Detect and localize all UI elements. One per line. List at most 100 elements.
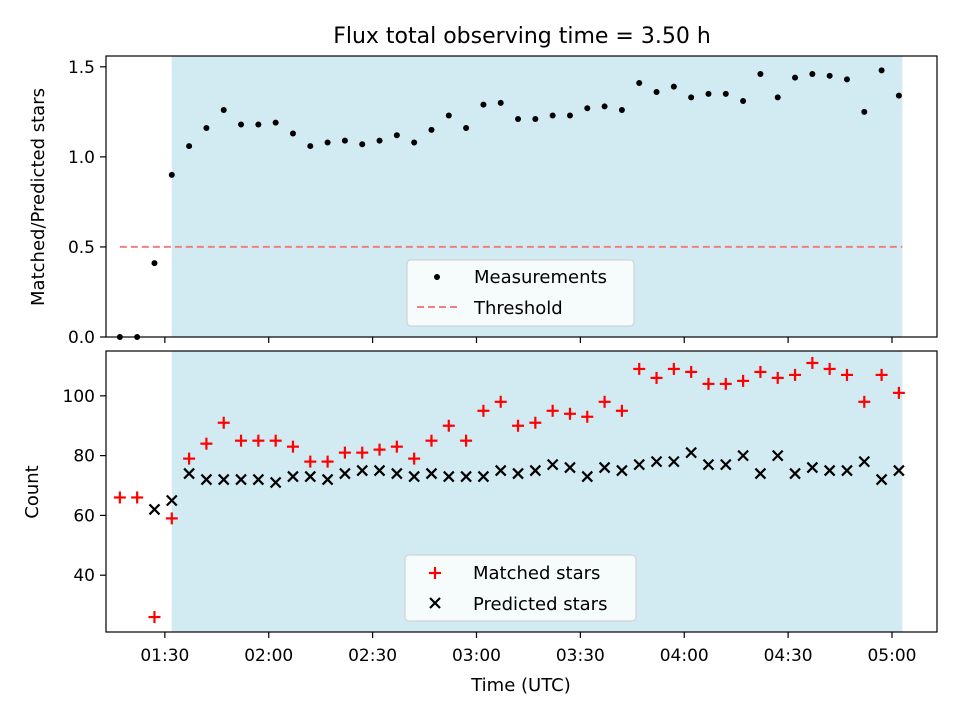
predicted-point — [443, 470, 455, 483]
matched-point — [442, 419, 455, 432]
predicted-point — [685, 446, 697, 459]
y-tick-label: 1.5 — [68, 58, 95, 78]
matched-point — [390, 440, 403, 453]
measurement-point — [601, 103, 608, 110]
measurement-point — [757, 71, 764, 78]
legend-marker-measurements — [434, 274, 440, 280]
matched-point — [633, 362, 646, 375]
measurement-point — [480, 101, 487, 108]
y-tick-label: 100 — [63, 387, 95, 407]
matched-point — [286, 440, 299, 453]
y-tick-label: 1.0 — [68, 148, 95, 168]
predicted-point — [235, 473, 247, 486]
matched-point — [477, 404, 490, 417]
predicted-point — [841, 464, 853, 477]
predicted-point — [771, 449, 784, 462]
x-tick-label: 03:00 — [452, 646, 501, 666]
matched-point — [165, 512, 178, 525]
measurement-point — [843, 76, 850, 83]
matched-point — [269, 434, 282, 447]
matched-point — [338, 446, 351, 459]
top-panel-ratio: 0.0 0.5 1.0 1.5 Matched/Predicted stars Mea… — [28, 55, 938, 348]
matched-point — [650, 371, 663, 384]
predicted-point — [460, 470, 472, 483]
matched-point — [460, 434, 473, 447]
predicted-point — [408, 470, 420, 483]
matched-point — [737, 374, 750, 387]
x-tick-label: 04:30 — [764, 646, 813, 666]
measurement-point — [272, 119, 279, 126]
measurement-point — [255, 121, 262, 128]
predicted-point — [823, 464, 836, 477]
predicted-point — [373, 464, 386, 477]
matched-point — [858, 395, 871, 408]
predicted-point — [477, 470, 490, 483]
predicted-point — [546, 458, 559, 471]
matched-point — [615, 404, 628, 417]
predicted-point — [598, 461, 611, 474]
measurement-point — [636, 80, 643, 87]
matched-point — [217, 416, 230, 429]
predicted-point — [287, 470, 299, 483]
x-tick-label: 02:30 — [348, 646, 397, 666]
measurement-point — [220, 107, 227, 114]
x-tick-label: 01:30 — [140, 646, 189, 666]
predicted-point — [616, 464, 628, 477]
measurement-point — [151, 260, 158, 267]
measurement-point — [670, 83, 677, 90]
matched-point — [494, 395, 507, 408]
measurement-point — [411, 139, 418, 146]
legend-top: Measurements Threshold — [406, 259, 635, 327]
matched-point — [823, 362, 836, 375]
matched-point — [252, 434, 265, 447]
legend-box — [404, 554, 637, 622]
matched-point — [183, 452, 196, 465]
legend-label-predicted: Predicted stars — [473, 594, 607, 615]
predicted-point — [321, 473, 334, 486]
measurement-point — [618, 107, 625, 114]
matched-point — [702, 377, 715, 390]
matched-point — [563, 407, 576, 420]
measurement-point — [324, 139, 331, 146]
measurement-point — [826, 72, 833, 79]
matched-point — [408, 452, 421, 465]
predicted-point — [754, 467, 767, 480]
legend-bottom: Matched stars Predicted stars — [404, 554, 637, 622]
y-axis-label: Count — [22, 465, 43, 518]
matched-point — [321, 455, 334, 468]
matched-point — [806, 356, 819, 369]
predicted-point — [183, 467, 195, 480]
predicted-point — [720, 458, 732, 471]
plot-frame — [105, 55, 938, 338]
y-axis-label: Matched/Predicted stars — [28, 88, 49, 306]
predicted-point — [789, 467, 801, 480]
matched-point — [529, 416, 542, 429]
matched-point — [840, 368, 853, 381]
predicted-point — [893, 464, 905, 477]
matched-point — [667, 362, 680, 375]
bottom-panel-counts: 40 60 80 100 01:30 02:00 02:30 03:00 03:30 04:00 0… — [22, 350, 938, 696]
plot-frame — [105, 350, 938, 633]
measurement-point — [238, 121, 245, 128]
x-axis-label: Time (UTC) — [470, 675, 571, 696]
predicted-point — [633, 458, 646, 471]
predicted-point — [148, 503, 161, 516]
measurement-point — [463, 125, 470, 132]
predicted-point — [875, 473, 888, 486]
predicted-point — [858, 455, 871, 468]
x-tick-label: 04:00 — [660, 646, 709, 666]
matched-point — [425, 434, 438, 447]
measurement-point — [584, 105, 591, 112]
legend-label-threshold: Threshold — [473, 298, 563, 319]
measurement-point — [549, 112, 556, 119]
predicted-point — [304, 470, 317, 483]
predicted-point — [512, 467, 524, 480]
predicted-point — [806, 461, 819, 474]
predicted-point — [252, 473, 265, 486]
matched-point — [356, 446, 369, 459]
measurement-point — [359, 141, 366, 148]
matched-point — [719, 377, 732, 390]
measurement-point — [809, 71, 816, 78]
measurement-point — [792, 74, 799, 81]
measurement-point — [688, 94, 695, 101]
